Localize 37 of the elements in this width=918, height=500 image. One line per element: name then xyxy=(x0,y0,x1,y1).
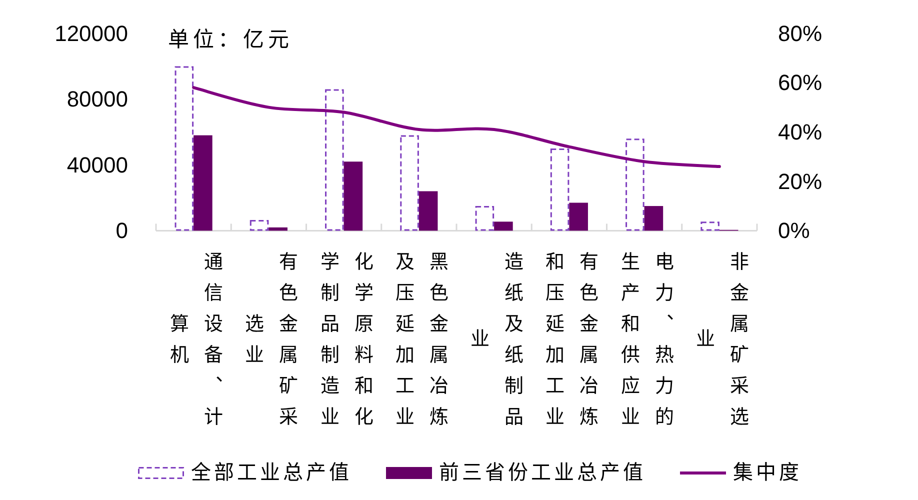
bar xyxy=(700,222,720,231)
bar xyxy=(194,135,212,231)
bar xyxy=(550,148,570,231)
x-tick-label: 有色金属冶炼和压延加工业 xyxy=(541,250,599,438)
x-tick-label: 非金属矿采选业 xyxy=(691,250,749,438)
x-tick-label: 通信设备、计算机 xyxy=(166,250,224,438)
line-series xyxy=(192,86,721,168)
bar xyxy=(400,135,419,231)
bar xyxy=(268,227,288,231)
bar xyxy=(344,162,363,231)
bar xyxy=(569,202,588,231)
bar xyxy=(644,206,664,231)
y-tick-label: 120000 xyxy=(54,20,128,46)
y-tick-label: 40000 xyxy=(66,152,128,178)
y2-tick-label: 60% xyxy=(778,70,822,96)
y2-tick-label: 0% xyxy=(778,218,810,244)
bar xyxy=(250,220,269,231)
y2-tick-label: 20% xyxy=(778,168,822,194)
y2-tick-label: 80% xyxy=(778,20,822,46)
x-tick-label: 造纸及纸制品业 xyxy=(466,250,524,438)
legend-label: 前三省份工业总产值 xyxy=(439,461,646,484)
x-tick-label: 化学原料和化学制品制造业 xyxy=(316,250,374,438)
bar xyxy=(494,222,513,231)
bar xyxy=(325,89,344,231)
y2-tick-label: 40% xyxy=(778,120,822,144)
bar xyxy=(418,191,438,231)
annotation: 单位：亿元 xyxy=(168,27,293,52)
bar xyxy=(174,66,194,231)
bar xyxy=(626,138,644,231)
bar xyxy=(475,206,494,231)
legend-label: 全部工业总产值 xyxy=(191,461,352,484)
x-tick-label: 电力、热力的生产和供应业 xyxy=(616,250,674,438)
legend-label: 集中度 xyxy=(733,461,802,484)
y-tick-label: 0 xyxy=(116,218,128,244)
x-tick-label: 黑色金属冶炼及压延加工业 xyxy=(390,250,448,438)
y-tick-label: 80000 xyxy=(66,86,128,112)
x-tick-label: 有色金属矿采选业 xyxy=(240,250,298,438)
